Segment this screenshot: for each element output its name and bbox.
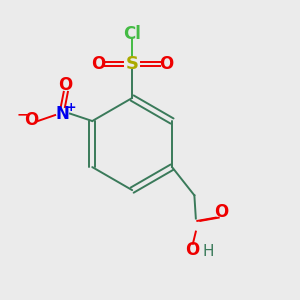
Text: O: O	[159, 55, 173, 73]
Text: S: S	[126, 55, 139, 73]
Text: O: O	[185, 241, 200, 259]
Text: O: O	[24, 110, 38, 128]
Text: O: O	[214, 203, 228, 221]
Text: Cl: Cl	[123, 25, 141, 43]
Text: O: O	[91, 55, 105, 73]
Text: O: O	[58, 76, 73, 94]
Text: −: −	[16, 107, 28, 121]
Text: H: H	[203, 244, 214, 259]
Text: N: N	[56, 105, 70, 123]
Text: +: +	[66, 100, 76, 114]
